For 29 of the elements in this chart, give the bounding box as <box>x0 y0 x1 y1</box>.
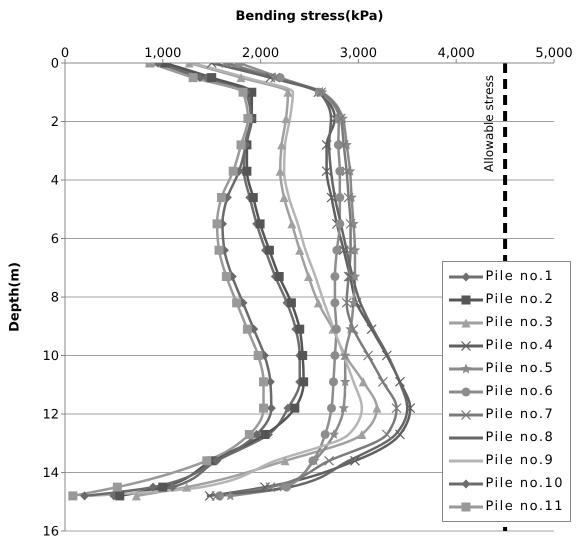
y-tick-label: 8 <box>50 290 59 306</box>
y-tick-label: 14 <box>42 466 59 482</box>
x-axis-title: Bending stress(kPa) <box>236 9 384 24</box>
legend-label: Pile no.3 <box>485 315 554 330</box>
y-tick-label: 12 <box>42 408 59 423</box>
y-tick-label: 4 <box>50 174 59 189</box>
y-tick-label: 0 <box>50 56 59 72</box>
legend-label: Pile no.7 <box>485 407 554 422</box>
x-tick-label: 4,000 <box>438 46 475 61</box>
legend-label: Pile no.11 <box>485 499 564 514</box>
legend-label: Pile no.5 <box>485 361 554 376</box>
x-tick-label: 2,000 <box>242 46 280 61</box>
legend-label: Pile no.9 <box>485 453 554 468</box>
legend-label: Pile no.4 <box>485 338 554 353</box>
x-tick-label: 1,000 <box>144 46 182 61</box>
legend-label: Pile no.10 <box>485 476 564 491</box>
y-tick-label: 6 <box>50 232 59 248</box>
y-axis-title: Depth(m) <box>8 262 23 332</box>
legend-label: Pile no.2 <box>485 292 554 307</box>
x-tick-label: 3,000 <box>340 46 378 61</box>
ref-line-label: Allowable stress <box>482 75 496 172</box>
legend-label: Pile no.1 <box>485 269 554 284</box>
legend-label: Pile no.6 <box>485 384 554 399</box>
x-tick-label: 0 <box>60 46 70 61</box>
y-tick-label: 2 <box>50 115 59 130</box>
y-tick-label: 16 <box>42 524 59 536</box>
legend-label: Pile no.8 <box>485 430 554 445</box>
x-tick-label: 5,000 <box>535 46 573 61</box>
y-tick-label: 10 <box>42 349 59 364</box>
